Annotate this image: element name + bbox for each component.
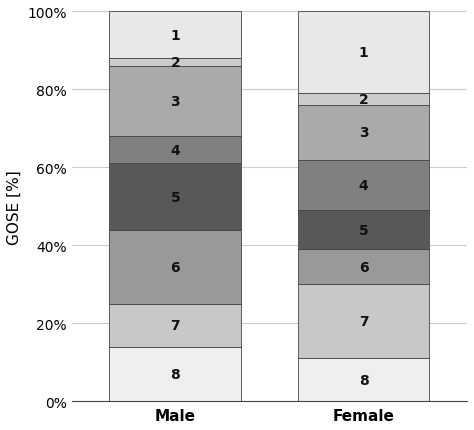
Bar: [298, 211, 429, 249]
Text: 1: 1: [171, 29, 180, 43]
Text: 5: 5: [359, 223, 368, 237]
Bar: [298, 160, 429, 211]
Text: 1: 1: [359, 46, 368, 60]
Bar: [109, 137, 241, 164]
Text: 7: 7: [359, 314, 368, 329]
Bar: [109, 164, 241, 230]
Bar: [298, 12, 429, 94]
Bar: [109, 12, 241, 59]
Text: 6: 6: [359, 260, 368, 274]
Text: 3: 3: [359, 126, 368, 140]
Text: 3: 3: [171, 95, 180, 109]
Bar: [298, 359, 429, 401]
Bar: [298, 94, 429, 106]
Y-axis label: GOSE [%]: GOSE [%]: [7, 169, 22, 244]
Text: 4: 4: [171, 144, 180, 157]
Bar: [109, 59, 241, 67]
Text: 8: 8: [359, 373, 368, 387]
Bar: [109, 347, 241, 401]
Bar: [109, 67, 241, 137]
Text: 6: 6: [171, 260, 180, 274]
Text: 8: 8: [171, 367, 180, 381]
Text: 5: 5: [171, 190, 180, 204]
Text: 2: 2: [171, 56, 180, 70]
Bar: [109, 230, 241, 304]
Bar: [109, 304, 241, 347]
Bar: [298, 106, 429, 160]
Bar: [298, 249, 429, 285]
Text: 4: 4: [359, 178, 368, 192]
Text: 7: 7: [171, 318, 180, 332]
Bar: [298, 285, 429, 359]
Text: 2: 2: [359, 93, 368, 107]
